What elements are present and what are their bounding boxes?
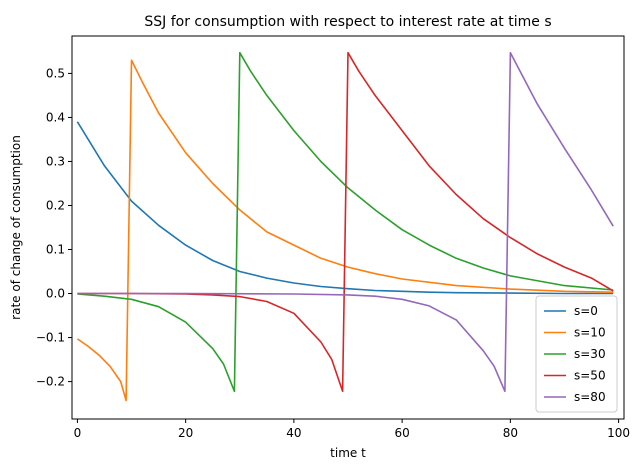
series-line-s-30 xyxy=(77,51,614,393)
y-axis: −0.2 −0.1 0.0 0.1 0.2 0.3 0.4 0.5 xyxy=(36,66,72,389)
y-tick-label: 0.0 xyxy=(46,287,65,301)
x-tick-label: 40 xyxy=(286,426,301,440)
x-axis-label: time t xyxy=(330,446,366,460)
legend-label: s=30 xyxy=(574,347,606,361)
x-tick-label: 20 xyxy=(178,426,193,440)
chart-title: SSJ for consumption with respect to inte… xyxy=(144,14,551,30)
y-tick-label: 0.5 xyxy=(46,66,65,80)
x-axis: 0 20 40 60 80 100 xyxy=(74,419,630,440)
y-tick-label: 0.1 xyxy=(46,243,65,257)
y-tick-label: 0.3 xyxy=(46,154,65,168)
y-tick-label: 0.2 xyxy=(46,198,65,212)
plot-frame xyxy=(71,35,625,420)
legend-label: s=10 xyxy=(574,326,606,340)
y-tick-label: 0.4 xyxy=(46,110,65,124)
series-line-s-80 xyxy=(77,51,614,393)
legend-box xyxy=(535,295,618,413)
y-tick-label: −0.2 xyxy=(36,375,65,389)
legend: s=0 s=10 s=30 s=50 s=80 xyxy=(535,295,618,413)
x-tick-label: 100 xyxy=(607,426,630,440)
series-line-s-0 xyxy=(76,121,614,295)
legend-label: s=0 xyxy=(574,304,598,318)
y-tick-label: −0.1 xyxy=(36,331,65,345)
x-tick-label: 80 xyxy=(503,426,518,440)
x-tick-label: 60 xyxy=(394,426,409,440)
series-line-s-10 xyxy=(76,59,614,402)
plot-series xyxy=(76,51,614,402)
legend-label: s=80 xyxy=(574,390,606,404)
series-line-s-50 xyxy=(77,51,614,393)
y-axis-label: rate of change of consumption xyxy=(9,135,23,320)
x-tick-label: 0 xyxy=(74,426,82,440)
legend-label: s=50 xyxy=(574,369,606,383)
